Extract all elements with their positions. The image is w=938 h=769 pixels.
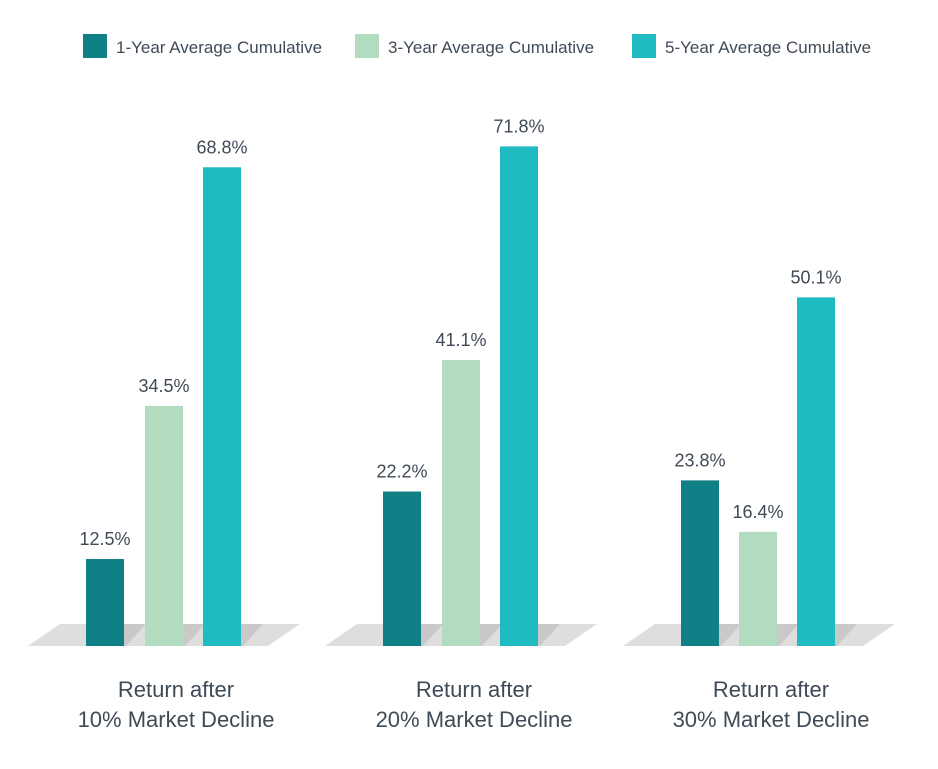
bar-1-2 [145,405,183,646]
bar-1-3 [203,167,241,646]
data-label-2-1: 22.2% [376,462,427,482]
bar-shadow-1-3 [241,624,263,646]
bar-shadow-1-2 [183,624,205,646]
legend-label-3: 5-Year Average Cumulative [665,38,871,57]
bar-shadow-3-1 [719,624,741,646]
bar-1-1 [86,559,124,646]
bar-shadow-3-2 [777,624,799,646]
bar-2-3 [500,146,538,646]
legend-swatch-1 [83,34,107,58]
data-label-1-3: 68.8% [196,137,247,157]
data-label-3-2: 16.4% [732,502,783,522]
bar-shadow-2-1 [421,624,443,646]
data-label-2-2: 41.1% [435,330,486,350]
data-label-1-1: 12.5% [79,529,130,549]
legend-label-1: 1-Year Average Cumulative [116,38,322,57]
bar-3-2 [739,531,777,646]
bar-shadow-2-2 [480,624,502,646]
bar-2-1 [383,491,421,646]
bar-shadow-3-3 [835,624,857,646]
category-label-1-line-2: 10% Market Decline [78,707,275,732]
bar-shadow-1-1 [124,624,146,646]
legend-swatch-2 [355,34,379,58]
data-label-3-1: 23.8% [674,450,725,470]
bar-2-2 [442,360,480,646]
category-label-3-line-1: Return after [713,677,829,702]
legend-swatch-3 [632,34,656,58]
bar-3-1 [681,480,719,646]
legend-label-2: 3-Year Average Cumulative [388,38,594,57]
category-label-2-line-1: Return after [416,677,532,702]
category-label-3-line-2: 30% Market Decline [673,707,870,732]
bar-3-3 [797,297,835,646]
data-label-2-3: 71.8% [493,116,544,136]
bar-shadow-2-3 [538,624,560,646]
category-label-1-line-1: Return after [118,677,234,702]
data-label-1-2: 34.5% [138,376,189,396]
data-label-3-3: 50.1% [790,267,841,287]
category-label-2-line-2: 20% Market Decline [376,707,573,732]
